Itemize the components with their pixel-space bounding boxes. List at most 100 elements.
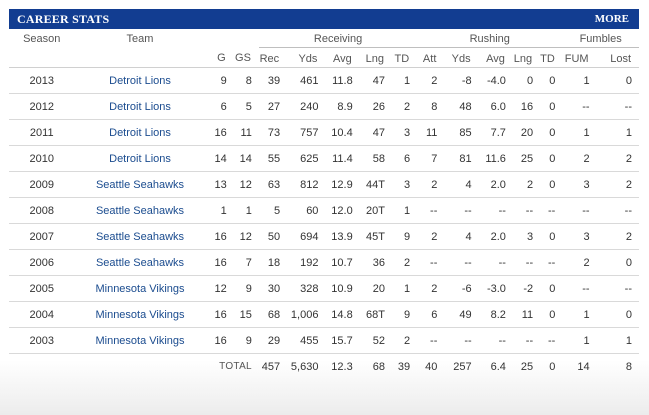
table-row: 2007 Seattle Seahawks 16 12 50 694 13.9 45T 9 2 4 2… bbox=[9, 223, 639, 250]
col-fum-header: FUM bbox=[564, 52, 589, 65]
team-link[interactable]: Detroit Lions bbox=[109, 126, 171, 139]
att-cell: -- bbox=[417, 197, 445, 224]
fum-cell: 1 bbox=[562, 67, 597, 94]
rec-cell: 30 bbox=[258, 275, 288, 302]
table-row: 2009 Seattle Seahawks 13 12 63 812 12.9 44T 3 2 4 2… bbox=[9, 171, 639, 198]
panel-title: CAREER STATS bbox=[17, 11, 110, 26]
team-link[interactable]: Minnesota Vikings bbox=[95, 308, 185, 321]
att-cell: 2 bbox=[417, 67, 445, 94]
team-link[interactable]: Minnesota Vikings bbox=[95, 334, 185, 347]
lost-cell: 1 bbox=[596, 119, 639, 146]
g-cell: 12 bbox=[205, 275, 234, 302]
rush-yds-cell: 48 bbox=[444, 93, 479, 120]
gs-cell: 15 bbox=[233, 301, 259, 328]
lost-cell: -- bbox=[596, 275, 639, 302]
att-cell: 8 bbox=[417, 93, 445, 120]
totals-label: TOTAL bbox=[74, 353, 259, 379]
rush-lng-cell: -2 bbox=[512, 275, 541, 302]
team-cell: Seattle Seahawks bbox=[74, 249, 206, 276]
team-link[interactable]: Detroit Lions bbox=[109, 74, 171, 87]
g-cell: 16 bbox=[205, 119, 234, 146]
total-rush-td-cell: 0 bbox=[540, 353, 563, 379]
panel-header: CAREER STATS MORE bbox=[9, 9, 639, 29]
rush-lng-cell: 20 bbox=[512, 119, 541, 146]
rec-avg-cell: 11.8 bbox=[325, 67, 360, 94]
rec-cell: 27 bbox=[258, 93, 288, 120]
team-link[interactable]: Seattle Seahawks bbox=[95, 178, 185, 191]
more-link[interactable]: MORE bbox=[594, 13, 629, 25]
table-row: 2008 Seattle Seahawks 1 1 5 60 12.0 20T 1 -- -- -- -… bbox=[9, 197, 639, 224]
total-rec-cell: 457 bbox=[258, 353, 288, 379]
rush-lng-cell: 0 bbox=[512, 67, 541, 94]
att-cell: 2 bbox=[417, 223, 445, 250]
season-cell: 2010 bbox=[9, 145, 75, 172]
rush-avg-cell: 2.0 bbox=[478, 171, 513, 198]
col-rush-lng-header: Lng bbox=[513, 52, 533, 65]
team-cell: Seattle Seahawks bbox=[74, 171, 206, 198]
team-cell: Detroit Lions bbox=[74, 67, 206, 94]
lost-cell: 1 bbox=[596, 327, 639, 354]
rush-lng-cell: 25 bbox=[512, 145, 541, 172]
g-cell: 1 bbox=[205, 197, 234, 224]
rush-yds-cell: 4 bbox=[444, 171, 479, 198]
rec-td-cell: 2 bbox=[391, 249, 418, 276]
total-rec-td-cell: 39 bbox=[391, 353, 418, 379]
rec-cell: 5 bbox=[258, 197, 288, 224]
total-lost-cell: 8 bbox=[596, 353, 639, 379]
g-cell: 16 bbox=[205, 327, 234, 354]
rush-td-cell: -- bbox=[540, 327, 563, 354]
total-rush-yds-cell: 257 bbox=[444, 353, 479, 379]
lost-cell: 0 bbox=[596, 249, 639, 276]
gs-cell: 12 bbox=[233, 223, 259, 250]
col-rec-lng-header: Lng bbox=[365, 52, 384, 65]
rec-td-cell: 9 bbox=[391, 301, 418, 328]
rush-yds-cell: -- bbox=[444, 197, 479, 224]
rush-avg-cell: -- bbox=[478, 327, 513, 354]
rec-avg-cell: 12.9 bbox=[325, 171, 360, 198]
rec-cell: 50 bbox=[258, 223, 288, 250]
table-row: 2004 Minnesota Vikings 16 15 68 1,006 14.8 68T 9… bbox=[9, 301, 639, 328]
rush-yds-cell: 81 bbox=[444, 145, 479, 172]
table-row: 2013 Detroit Lions 9 8 39 461 11.8 47 1 2 -8 -4.0 0 0… bbox=[9, 67, 639, 94]
g-cell: 16 bbox=[205, 249, 234, 276]
fum-cell: 1 bbox=[562, 119, 597, 146]
rec-td-cell: 9 bbox=[391, 223, 418, 250]
group-fumbles: Fumbles bbox=[562, 30, 639, 48]
team-cell: Detroit Lions bbox=[74, 145, 206, 172]
fum-cell: 3 bbox=[562, 223, 597, 250]
rec-td-cell: 1 bbox=[391, 275, 418, 302]
gs-cell: 9 bbox=[233, 275, 259, 302]
team-link[interactable]: Detroit Lions bbox=[109, 152, 171, 165]
table-row: 2005 Minnesota Vikings 12 9 30 328 10.9 20 1 2 -6-… bbox=[9, 275, 639, 302]
rush-lng-cell: 11 bbox=[512, 301, 541, 328]
att-cell: 6 bbox=[417, 301, 445, 328]
team-cell: Minnesota Vikings bbox=[74, 327, 206, 354]
col-rec-yds-header: Yds bbox=[298, 52, 318, 65]
gs-cell: 1 bbox=[233, 197, 259, 224]
team-link[interactable]: Seattle Seahawks bbox=[95, 256, 185, 269]
rec-td-cell: 6 bbox=[391, 145, 418, 172]
gs-cell: 8 bbox=[233, 67, 259, 94]
col-team-header: Team bbox=[126, 32, 154, 45]
rec-cell: 68 bbox=[258, 301, 288, 328]
att-cell: 2 bbox=[417, 171, 445, 198]
lost-cell: -- bbox=[596, 197, 639, 224]
team-cell: Seattle Seahawks bbox=[74, 223, 206, 250]
rec-avg-cell: 12.0 bbox=[325, 197, 360, 224]
team-link[interactable]: Detroit Lions bbox=[109, 100, 171, 113]
rec-avg-cell: 8.9 bbox=[325, 93, 360, 120]
season-cell: 2006 bbox=[9, 249, 75, 276]
rec-avg-cell: 10.7 bbox=[325, 249, 360, 276]
col-season-header: Season bbox=[23, 32, 61, 45]
fum-cell: 2 bbox=[562, 249, 597, 276]
rush-yds-cell: -- bbox=[444, 327, 479, 354]
team-link[interactable]: Seattle Seahawks bbox=[95, 230, 185, 243]
team-link[interactable]: Minnesota Vikings bbox=[95, 282, 185, 295]
rush-lng-cell: -- bbox=[512, 249, 541, 276]
rush-lng-cell: -- bbox=[512, 197, 541, 224]
team-link[interactable]: Seattle Seahawks bbox=[95, 204, 185, 217]
table-row: 2010 Detroit Lions 14 14 55 625 11.4 58 6 7 81 11.6… bbox=[9, 145, 639, 172]
g-cell: 14 bbox=[205, 145, 234, 172]
rec-avg-cell: 13.9 bbox=[325, 223, 360, 250]
rec-yds-cell: 461 bbox=[287, 67, 326, 94]
